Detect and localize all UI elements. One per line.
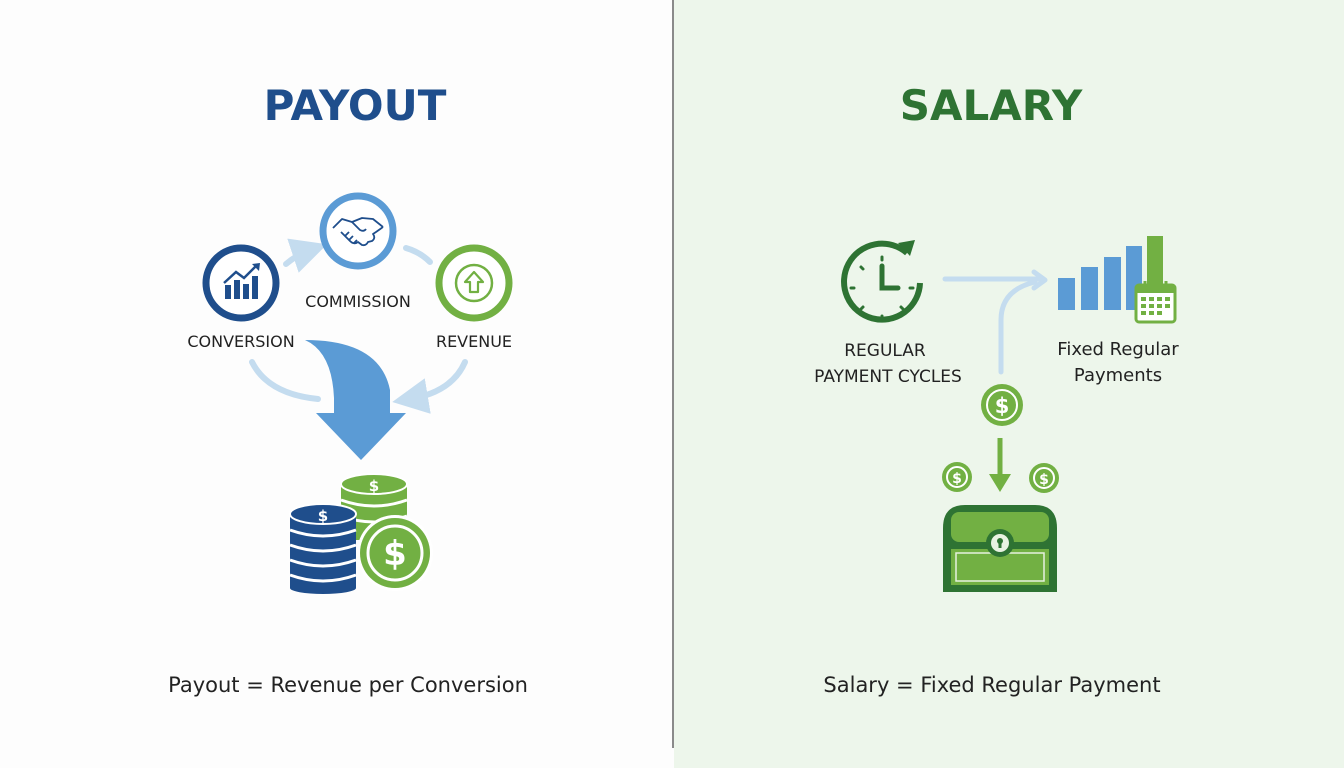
payments-label-line1: Fixed Regular xyxy=(1057,339,1179,360)
revenue-label: REVENUE xyxy=(436,332,512,351)
payout-formula: Payout = Revenue per Conversion xyxy=(168,673,528,697)
svg-text:$: $ xyxy=(995,394,1010,418)
salary-panel-background xyxy=(674,0,1344,768)
commission-label: COMMISSION xyxy=(305,292,411,311)
bar-chart-calendar-icon xyxy=(1058,236,1177,324)
blue-coin-stack: $ xyxy=(289,503,357,594)
handshake-icon xyxy=(332,217,384,247)
coin-stacks-icon: $ $ $ xyxy=(289,473,433,594)
up-arrow-icon xyxy=(463,270,485,294)
svg-text:$: $ xyxy=(369,477,379,495)
cycle-arrows xyxy=(249,238,468,414)
revenue-node: REVENUE xyxy=(435,244,513,351)
treasure-chest-icon xyxy=(943,505,1057,592)
cycle-label-line2: PAYMENT CYCLES xyxy=(814,367,962,387)
svg-text:$: $ xyxy=(952,471,962,487)
dollar-coin-icon: $ xyxy=(981,384,1023,426)
salary-formula: Salary = Fixed Regular Payment xyxy=(823,673,1160,697)
commission-node: COMMISSION xyxy=(305,192,411,311)
arrow-commission-to-revenue xyxy=(403,245,433,265)
conversion-label: CONVERSION xyxy=(187,332,294,351)
flow-arrows xyxy=(942,269,1048,375)
down-arrow xyxy=(989,438,1011,492)
arrow-coin-to-payments xyxy=(998,279,1038,375)
arrow-conversion-to-commission xyxy=(283,238,328,273)
arrow-conversion-to-result xyxy=(249,359,321,402)
conversion-node: CONVERSION xyxy=(187,244,295,351)
cycle-label-line1: REGULAR xyxy=(844,341,926,361)
green-dollar-coin: $ xyxy=(357,515,433,591)
small-coin-left-icon: $ xyxy=(942,462,972,492)
big-down-arrow xyxy=(305,340,406,460)
svg-text:$: $ xyxy=(318,507,328,525)
svg-text:$: $ xyxy=(1039,472,1049,488)
calendar-icon xyxy=(1134,281,1177,324)
payments-label-line2: Payments xyxy=(1074,365,1162,386)
growth-chart-icon xyxy=(223,263,260,299)
clock-cycle-icon xyxy=(841,240,923,323)
arrow-revenue-to-result xyxy=(392,359,468,414)
payout-title: PAYOUT xyxy=(264,81,447,130)
small-coin-right-icon: $ xyxy=(1029,463,1059,493)
salary-title: SALARY xyxy=(900,81,1083,130)
svg-text:$: $ xyxy=(383,534,407,574)
